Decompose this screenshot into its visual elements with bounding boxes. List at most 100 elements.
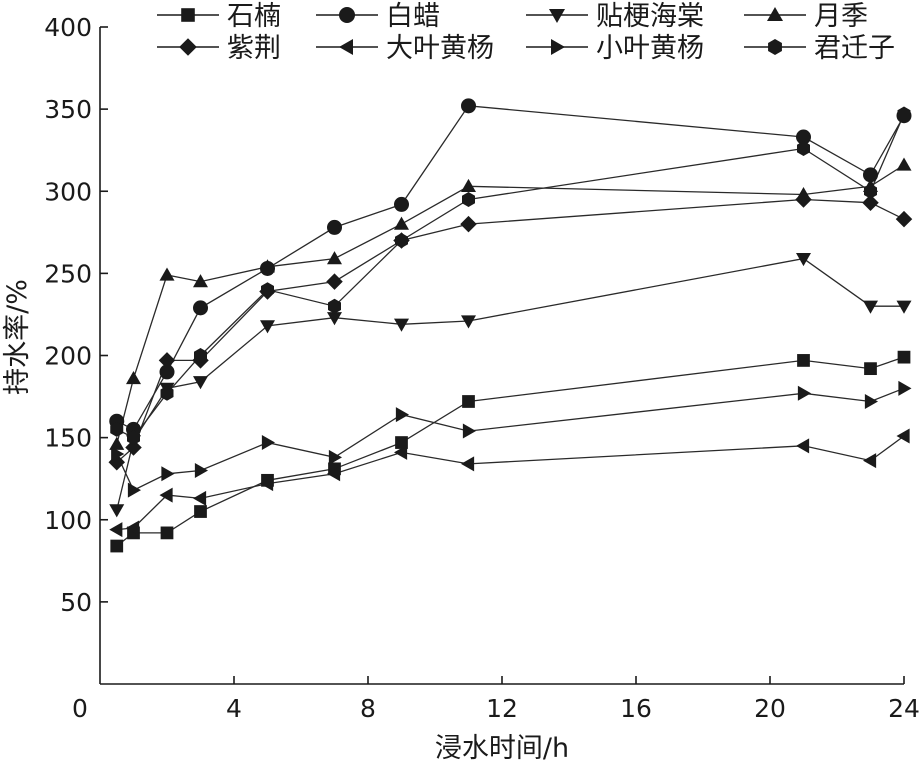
data-point (127, 482, 141, 498)
data-point (394, 216, 409, 230)
legend-item: 君迁子 (744, 33, 895, 64)
legend-label: 紫荆 (227, 33, 281, 64)
data-point (326, 273, 343, 290)
data-point (461, 315, 476, 329)
data-point (897, 106, 911, 122)
data-point (126, 520, 140, 536)
data-point (863, 167, 878, 183)
legend-item: 石楠 (157, 1, 281, 32)
legend-marker (551, 39, 565, 55)
legend-item: 小叶黄杨 (526, 33, 704, 64)
data-point (328, 298, 341, 314)
ticks: 50 100 150 200 250 300 350 400 0 4 8 12 16 20 24 (44, 13, 919, 723)
legend-item: 月季 (744, 1, 868, 32)
data-point (896, 300, 912, 314)
x-tick-label: 8 (360, 694, 376, 723)
data-point (161, 466, 175, 482)
data-point (863, 453, 877, 469)
data-point (158, 352, 176, 369)
data-point (395, 233, 408, 249)
data-point (796, 129, 811, 145)
data-point (261, 282, 274, 298)
x-tick-label: 12 (486, 694, 518, 723)
data-point (159, 364, 175, 380)
data-point (797, 354, 810, 367)
legend-marker (549, 9, 565, 23)
legend-marker (179, 38, 197, 56)
data-point (193, 274, 208, 288)
legend-item: 紫荆 (157, 33, 281, 64)
series-markers-2 (109, 98, 912, 437)
data-point (327, 466, 341, 482)
legend-item: 贴梗海棠 (526, 1, 704, 32)
legend-label: 月季 (814, 1, 868, 32)
data-point (461, 456, 475, 472)
origin-label: 0 (72, 694, 88, 723)
data-point (864, 362, 877, 376)
series-line-4 (116, 164, 905, 445)
data-point (461, 98, 476, 114)
data-point (795, 191, 812, 208)
series-line-3 (116, 257, 904, 511)
data-point (896, 157, 912, 171)
data-point (126, 370, 141, 385)
y-tick-label: 400 (44, 13, 92, 42)
y-tick-label: 250 (44, 259, 92, 288)
legend-marker (339, 7, 355, 23)
data-point (328, 449, 342, 465)
data-point (127, 430, 140, 446)
x-tick-label: 4 (226, 694, 242, 723)
data-point (796, 252, 811, 267)
y-tick-label: 200 (44, 342, 92, 371)
legend-label: 大叶黄杨 (386, 33, 494, 64)
data-point (110, 421, 124, 437)
data-point (864, 183, 877, 199)
data-point (897, 350, 911, 364)
data-point (460, 215, 477, 233)
legend-marker (181, 8, 195, 22)
data-point (261, 435, 275, 451)
legend-marker (767, 7, 783, 21)
data-point (896, 428, 910, 444)
data-point (194, 462, 208, 478)
series-line-8 (116, 113, 905, 439)
y-tick-label: 100 (44, 506, 92, 535)
series-markers-4 (109, 157, 912, 450)
legend-item: 大叶黄杨 (316, 33, 494, 64)
legend-label: 贴梗海棠 (596, 1, 704, 32)
x-axis-label: 浸水时间/h (435, 733, 569, 764)
data-point (260, 320, 275, 334)
data-point (193, 490, 207, 506)
data-point (394, 196, 409, 212)
y-axis-label: 持水率/% (2, 279, 33, 395)
axes (99, 27, 904, 685)
series-markers-1 (110, 350, 911, 553)
data-point (160, 526, 174, 540)
legend-marker (768, 39, 782, 55)
data-point (863, 300, 878, 314)
data-point (327, 312, 342, 326)
series-line-7 (116, 387, 905, 492)
data-point (327, 219, 342, 235)
series-line-6 (116, 435, 905, 531)
data-point (395, 407, 409, 423)
series-line-5 (116, 198, 905, 463)
x-tick-label: 16 (620, 694, 652, 723)
data-point (796, 438, 810, 454)
data-point (193, 300, 208, 316)
data-point (797, 141, 810, 157)
series-line-2 (116, 105, 905, 431)
series-line-1 (116, 356, 905, 547)
y-tick-label: 150 (44, 424, 92, 453)
series-markers-8 (110, 106, 911, 446)
data-point (160, 385, 174, 401)
data-point (159, 267, 175, 281)
data-point (462, 191, 475, 207)
data-point (864, 393, 878, 409)
data-point (193, 376, 208, 390)
data-point (109, 436, 125, 450)
data-point (260, 476, 274, 492)
data-point (327, 251, 342, 265)
series-markers (108, 98, 913, 553)
